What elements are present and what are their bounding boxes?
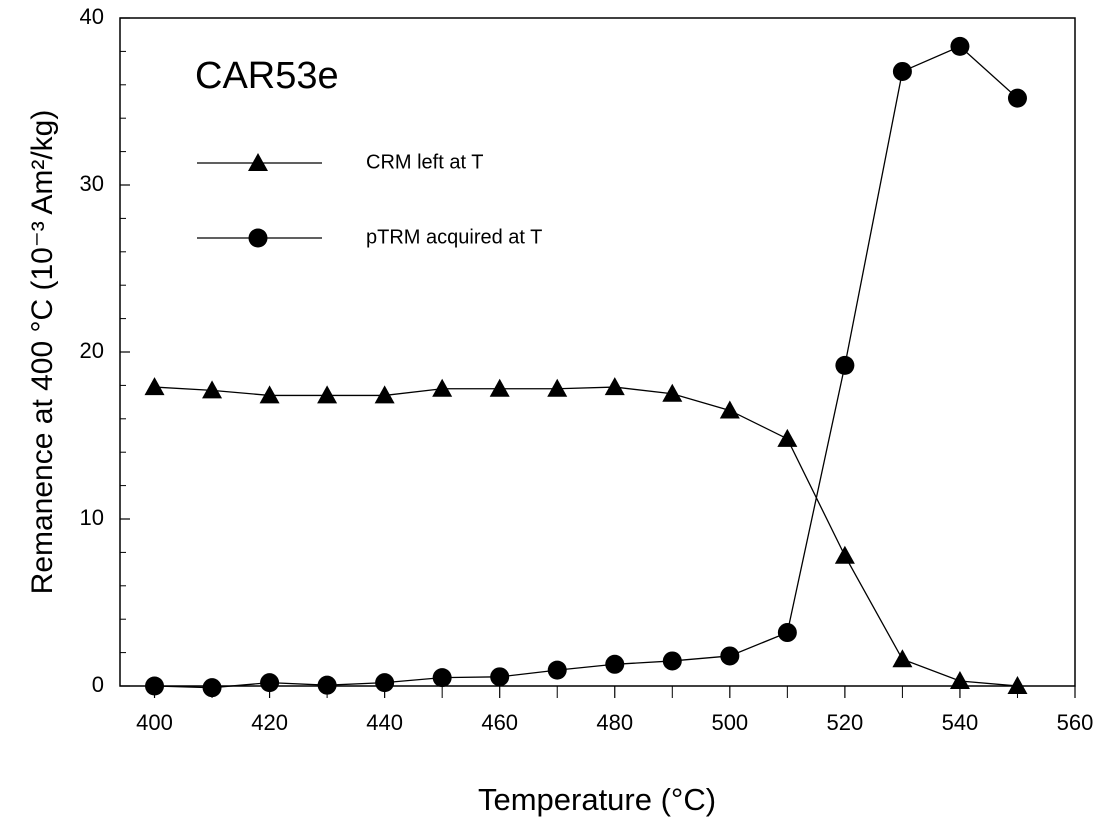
circle-marker bbox=[490, 667, 510, 687]
triangle-marker bbox=[777, 428, 798, 447]
circle-marker bbox=[547, 660, 567, 680]
circle-marker bbox=[432, 668, 452, 688]
legend-marker bbox=[248, 153, 268, 171]
triangle-marker bbox=[489, 378, 510, 397]
x-tick-label: 480 bbox=[596, 710, 633, 735]
triangle-marker bbox=[662, 383, 683, 402]
triangle-marker bbox=[547, 378, 568, 397]
triangle-marker bbox=[202, 380, 223, 399]
triangle-marker bbox=[144, 377, 165, 396]
triangle-marker bbox=[432, 378, 453, 397]
x-tick-label: 420 bbox=[251, 710, 288, 735]
circle-marker bbox=[605, 654, 625, 674]
annotation: CAR53e bbox=[195, 55, 339, 97]
triangle-marker bbox=[259, 385, 280, 404]
circle-marker bbox=[260, 673, 280, 693]
circle-marker bbox=[202, 678, 222, 698]
circle-marker bbox=[950, 36, 970, 56]
triangle-marker bbox=[1007, 676, 1028, 694]
triangle-marker bbox=[949, 670, 970, 689]
x-tick-label: 540 bbox=[942, 710, 979, 735]
circle-marker bbox=[777, 623, 797, 643]
triangle-marker bbox=[374, 385, 395, 404]
circle-marker bbox=[1007, 88, 1027, 108]
y-tick-label: 20 bbox=[80, 338, 104, 363]
triangle-marker bbox=[892, 649, 913, 668]
triangle-marker bbox=[604, 377, 625, 396]
circle-marker bbox=[720, 646, 740, 666]
x-tick-label: 560 bbox=[1057, 710, 1094, 735]
plot-frame bbox=[119, 17, 1076, 687]
triangle-marker bbox=[834, 545, 855, 564]
y-axis-title: Remanence at 400 °C (10⁻³ Am²/kg) bbox=[26, 110, 59, 595]
x-tick-label: 520 bbox=[827, 710, 864, 735]
circle-marker bbox=[317, 675, 337, 695]
x-tick-label: 500 bbox=[711, 710, 748, 735]
x-tick-label: 440 bbox=[366, 710, 403, 735]
triangle-marker bbox=[719, 400, 740, 419]
circle-marker bbox=[145, 676, 165, 696]
legend-label: CRM left at T bbox=[366, 151, 483, 173]
circle-marker bbox=[835, 355, 855, 375]
x-axis-title: Temperature (°C) bbox=[478, 782, 716, 817]
series-line bbox=[154, 45, 1018, 689]
y-tick-label: 30 bbox=[80, 171, 104, 196]
circle-marker bbox=[375, 673, 395, 693]
x-tick-label: 400 bbox=[136, 710, 173, 735]
circle-marker bbox=[662, 651, 682, 671]
y-tick-label: 10 bbox=[80, 505, 104, 530]
series-line bbox=[154, 386, 1018, 687]
legend-label: pTRM acquired at T bbox=[366, 226, 542, 248]
x-tick-label: 460 bbox=[481, 710, 518, 735]
y-tick-label: 0 bbox=[92, 672, 104, 697]
triangle-marker bbox=[317, 385, 338, 404]
circle-marker bbox=[892, 61, 912, 81]
legend-marker bbox=[248, 228, 268, 248]
y-tick-label: 40 bbox=[80, 4, 104, 29]
